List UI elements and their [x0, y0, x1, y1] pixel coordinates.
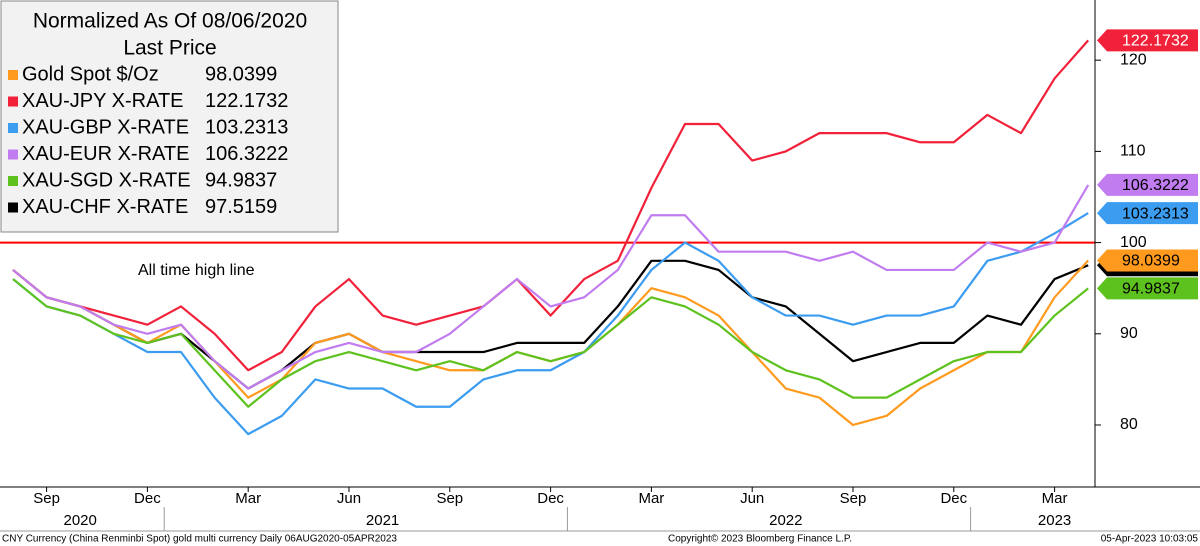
legend-value: 98.0399: [205, 63, 277, 85]
year-label: 2022: [769, 512, 802, 529]
y-tick-label: 80: [1120, 416, 1138, 433]
year-label: 2021: [366, 512, 399, 529]
series-line: [12, 39, 1090, 372]
legend-value: 94.9837: [205, 169, 277, 191]
legend-swatch: [8, 202, 18, 213]
legend-value: 122.1732: [205, 90, 288, 112]
value-tag: [1097, 249, 1198, 272]
y-tick-label: 100: [1120, 234, 1147, 251]
series-line: [12, 184, 1090, 390]
legend-swatch: [8, 96, 18, 107]
value-tag: [1097, 277, 1198, 300]
legend-subtitle: Last Price: [123, 37, 216, 60]
x-tick-label: Dec: [537, 490, 564, 507]
x-tick-label: Mar: [1042, 490, 1068, 507]
y-tick-label: 120: [1120, 51, 1147, 68]
footer-right: 05-Apr-2023 10:03:05: [1101, 534, 1199, 545]
footer-center: Copyright© 2023 Bloomberg Finance L.P.: [668, 534, 852, 545]
reference-label: All time high line: [138, 262, 255, 279]
x-tick-label: Jun: [337, 490, 361, 507]
series-line: [12, 278, 1089, 408]
value-tag-label: 94.9837: [1122, 281, 1180, 298]
series-line: [12, 212, 1089, 436]
legend-label: XAU-SGD X-RATE: [22, 169, 191, 191]
value-tag: [1097, 29, 1198, 52]
value-tag-label: 122.1732: [1122, 33, 1189, 50]
legend-label: XAU-GBP X-RATE: [22, 116, 189, 138]
legend-value: 103.2313: [205, 116, 288, 138]
value-tag-label: 103.2313: [1122, 205, 1189, 222]
plot: All time high line: [0, 39, 1095, 436]
x-tick-label: Sep: [840, 490, 867, 507]
value-tag: [1097, 202, 1198, 225]
x-tick-label: Sep: [33, 490, 60, 507]
value-tag-label: 106.3222: [1122, 177, 1189, 194]
y-tick-label: 90: [1120, 325, 1138, 342]
legend: Normalized As Of 08/06/2020 Last Price G…: [0, 0, 339, 233]
legend-swatch: [8, 123, 18, 133]
value-tag-label: 98.0399: [1122, 253, 1180, 270]
value-tag: [1097, 173, 1198, 196]
year-label: 2020: [64, 512, 97, 529]
legend-label: XAU-EUR X-RATE: [22, 143, 189, 165]
legend-swatch: [8, 149, 18, 160]
x-tick-label: Mar: [235, 490, 261, 507]
x-tick-label: Mar: [638, 490, 664, 507]
y-tick-label: 110: [1120, 143, 1146, 160]
legend-value: 106.3222: [205, 143, 288, 165]
legend-title: Normalized As Of 08/06/2020: [33, 10, 307, 33]
legend-label: XAU-JPY X-RATE: [22, 90, 184, 112]
year-label: 2023: [1038, 512, 1071, 529]
legend-label: XAU-CHF X-RATE: [22, 196, 188, 218]
legend-value: 97.5159: [205, 196, 277, 218]
x-tick-label: Dec: [134, 490, 161, 507]
legend-swatch: [8, 70, 18, 80]
legend-label: Gold Spot $/Oz: [22, 63, 159, 85]
footer-left: CNY Currency (China Renminbi Spot) gold …: [2, 534, 397, 545]
legend-swatch: [8, 176, 18, 186]
x-tick-label: Dec: [940, 490, 967, 507]
x-tick-label: Sep: [436, 490, 463, 507]
x-tick-label: Jun: [740, 490, 764, 507]
series-line: [12, 259, 1089, 390]
legend-box: [0, 0, 339, 233]
